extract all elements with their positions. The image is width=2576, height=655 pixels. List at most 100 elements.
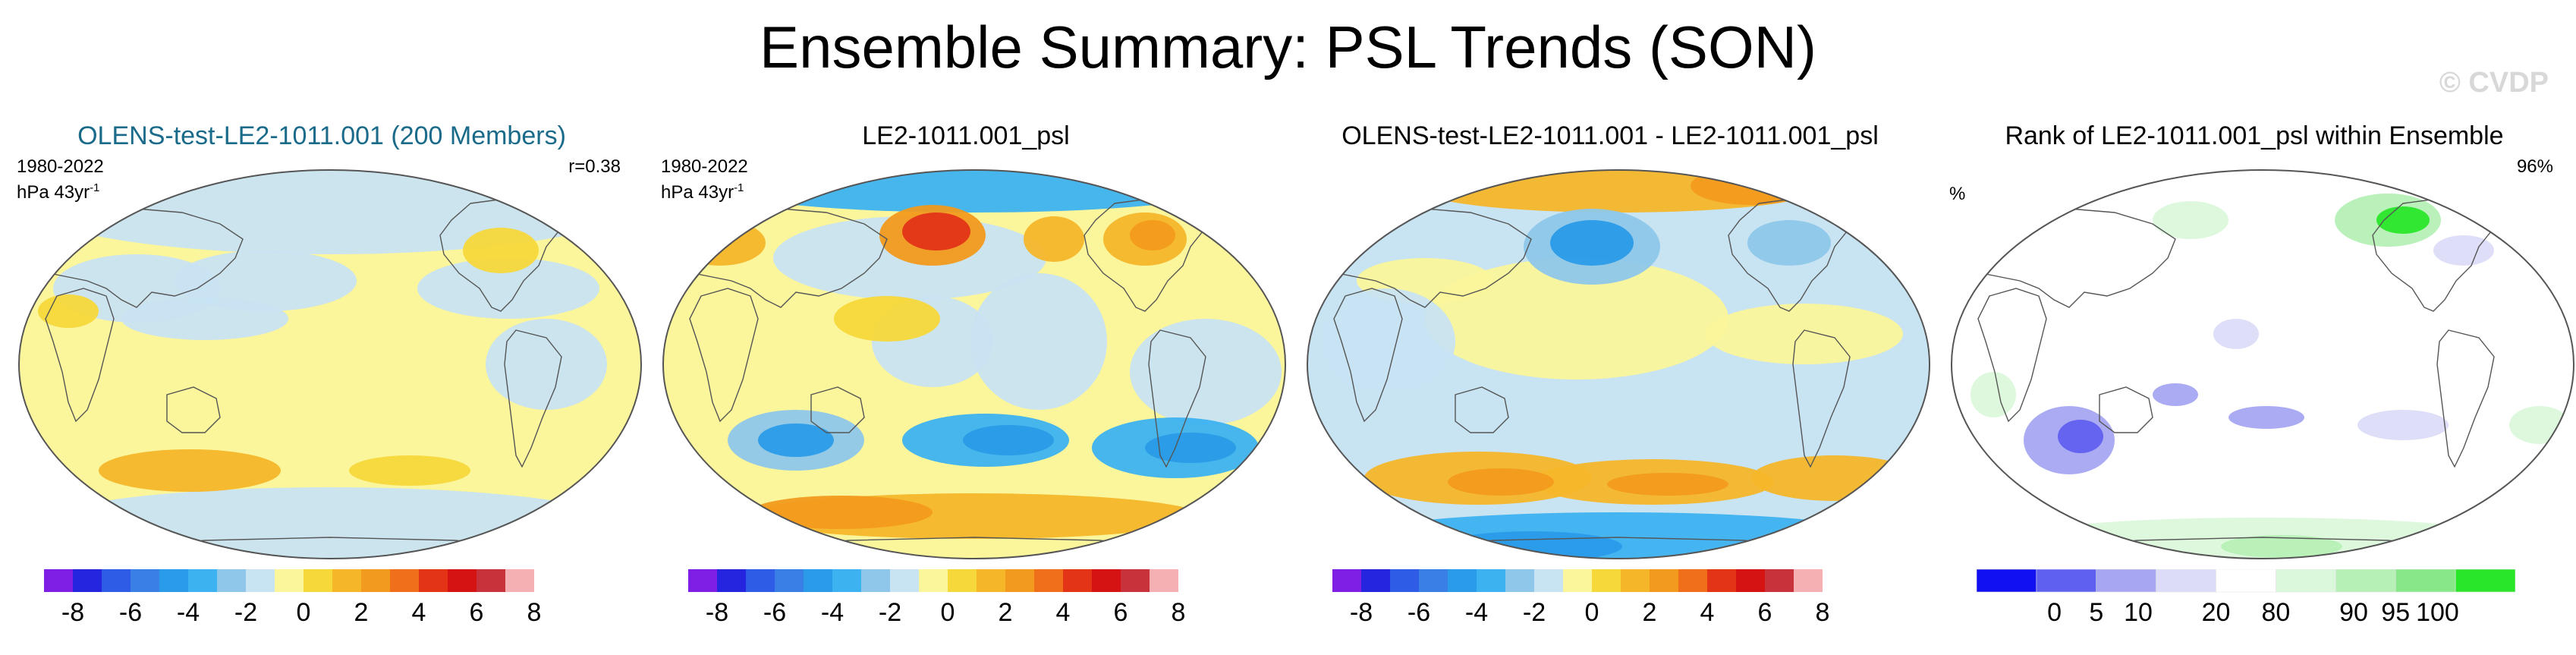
period-label: %: [1949, 184, 1966, 204]
colorbar-swatch: [361, 569, 390, 592]
panel-rank: Rank of LE2-1011.001_psl within Ensemble…: [1933, 114, 2576, 655]
colorbar-swatch: [131, 569, 159, 592]
colorbar-swatch: [2335, 569, 2396, 593]
coastline-africa: [1977, 288, 2047, 423]
period-label: 1980-2022: [661, 156, 748, 177]
field-anomaly: [1971, 372, 2016, 417]
field-background: [1952, 170, 2574, 559]
coastline-greenland: [1834, 187, 1881, 225]
colorbar-swatch: [746, 569, 775, 592]
colorbar-swatch: [188, 569, 217, 592]
field-anomaly: [1319, 288, 1455, 395]
colorbar-swatch: [688, 569, 717, 592]
field-anomaly: [1345, 512, 1892, 559]
panel-title: OLENS-test-LE2-1011.001 - LE2-1011.001_p…: [1341, 121, 1879, 150]
panel-difference: OLENS-test-LE2-1011.001 - LE2-1011.001_p…: [1288, 114, 1932, 655]
colorbar-tick-label: -2: [879, 598, 901, 627]
panel-ensemble: OLENS-test-LE2-1011.001 (200 Members) 198…: [0, 114, 643, 655]
field-anomaly: [1440, 531, 1622, 559]
figure-title: Ensemble Summary: PSL Trends (SON): [760, 14, 1816, 80]
colorbar-swatch: [890, 569, 919, 592]
coastline-australia: [2099, 386, 2153, 433]
field-anomaly: [486, 319, 607, 410]
colorbar: -8 -6 -4 -2 0 2 4 6 8: [1332, 569, 1830, 627]
colorbar-swatch: [505, 569, 534, 592]
colorbar-swatch: [1361, 569, 1390, 592]
colorbar-tick-label: 2: [354, 598, 369, 627]
field-anomaly: [1747, 220, 1831, 266]
coastline-greenland: [2478, 187, 2525, 225]
field-anomaly: [2153, 201, 2228, 239]
colorbar-swatch: [1794, 569, 1823, 592]
colorbar-tick-label: 5: [2089, 598, 2103, 627]
colorbar-tick-label: 90: [2339, 598, 2368, 627]
colorbar-swatch: [1592, 569, 1621, 592]
colorbar-tick-label: 4: [412, 598, 426, 627]
colorbar: -8 -6 -4 -2 0 2 4 6 8: [44, 569, 541, 627]
panel-obs: LE2-1011.001_psl 1980-2022 hPa 43yr-1 -8 -6-…: [644, 114, 1288, 655]
field-anomaly: [2376, 206, 2430, 234]
map-border: [662, 169, 1286, 559]
field-anomaly: [963, 425, 1054, 455]
map-obs: [662, 169, 1286, 559]
colorbar-swatch: [1736, 569, 1765, 592]
coastline-eurasia-east: [2546, 223, 2574, 274]
colorbar-tick-label: 6: [1758, 598, 1772, 627]
colorbar-swatch: [1034, 569, 1063, 592]
colorbar-swatch: [2276, 569, 2336, 593]
field-anomaly: [902, 213, 970, 250]
colorbar-swatch: [1477, 569, 1505, 592]
field-anomaly: [417, 258, 599, 319]
map-border: [18, 169, 642, 559]
field-anomaly: [1130, 220, 1175, 250]
colorbar-swatch: [1650, 569, 1678, 592]
colorbar-swatch: [44, 569, 73, 592]
colorbar-tick-label: 8: [1816, 598, 1830, 627]
coastline-south-america: [2436, 329, 2495, 468]
field-anomaly: [1130, 319, 1282, 425]
colorbar-swatch: [1534, 569, 1563, 592]
colorbar-swatch: [861, 569, 890, 592]
field-anomaly: [42, 487, 618, 559]
watermark: © CVDP: [2439, 67, 2549, 99]
colorbar-swatch: [2455, 569, 2516, 593]
colorbar-swatch: [304, 569, 332, 592]
field-anomaly: [2213, 319, 2259, 349]
colorbar-swatch: [1332, 569, 1361, 592]
coastline-south-america: [504, 329, 562, 468]
colorbar-swatch: [448, 569, 477, 592]
colorbar-swatch: [948, 569, 977, 592]
field-anomaly: [2509, 406, 2570, 444]
colorbar-tick-label: -6: [1408, 598, 1430, 627]
colorbar-swatch: [1448, 569, 1477, 592]
colorbar-swatch: [217, 569, 246, 592]
field-anomaly: [2058, 420, 2103, 453]
colorbar-tick-label: -4: [1465, 598, 1488, 627]
colorbar-tick-label: 20: [2202, 598, 2231, 627]
units-exponent: -1: [90, 181, 100, 194]
field-anomaly: [1607, 473, 1728, 496]
colorbar-swatch: [1707, 569, 1736, 592]
colorbar-tick-label: 0: [941, 598, 955, 627]
colorbar-tick-label: -2: [234, 598, 257, 627]
coastline-africa: [689, 288, 759, 423]
coastline-eurasia-east: [1902, 223, 1930, 274]
map-border: [1951, 169, 2574, 559]
map-border: [1307, 169, 1930, 559]
map-ensemble: [18, 169, 642, 559]
coastline-south-america: [1148, 329, 1206, 468]
field-anomaly: [19, 170, 641, 254]
coastline-eurasia: [30, 208, 244, 308]
period-label: 1980-2022: [17, 156, 104, 177]
field-anomaly: [2221, 535, 2342, 558]
field-anomaly: [1425, 258, 1728, 379]
coastline-eurasia: [674, 208, 888, 308]
colorbar: -8 -6 -4 -2 0 2 4 6 8: [688, 569, 1185, 627]
colorbar-swatch: [1976, 569, 2037, 593]
colorbar-swatch: [73, 569, 102, 592]
colorbar-swatch: [775, 569, 804, 592]
colorbar-swatch: [1005, 569, 1034, 592]
colorbar-swatch: [919, 569, 948, 592]
colorbar-swatch: [275, 569, 304, 592]
colorbar-swatch: [1621, 569, 1650, 592]
